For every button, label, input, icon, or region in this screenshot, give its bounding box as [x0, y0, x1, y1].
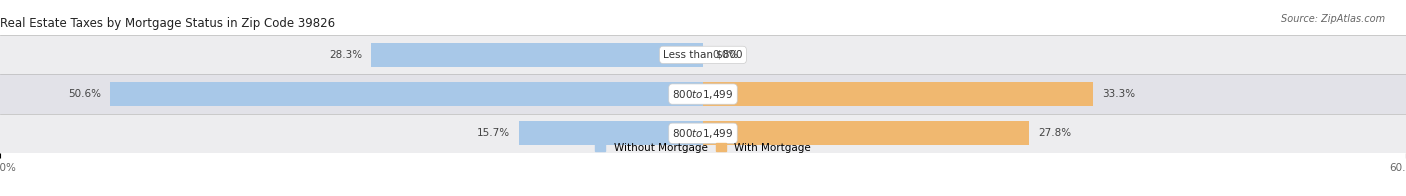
Legend: Without Mortgage, With Mortgage: Without Mortgage, With Mortgage: [591, 139, 815, 157]
Text: $800 to $1,499: $800 to $1,499: [672, 127, 734, 140]
Bar: [110, 82, 703, 106]
Text: Real Estate Taxes by Mortgage Status in Zip Code 39826: Real Estate Taxes by Mortgage Status in …: [0, 17, 335, 30]
Text: 27.8%: 27.8%: [1038, 128, 1071, 138]
Bar: [0, 74, 1406, 114]
Text: Less than $800: Less than $800: [664, 50, 742, 60]
Text: 33.3%: 33.3%: [1102, 89, 1136, 99]
Bar: [703, 121, 1029, 145]
Bar: [0, 35, 1406, 74]
Text: 50.6%: 50.6%: [67, 89, 101, 99]
Text: 0.0%: 0.0%: [713, 50, 738, 60]
Text: $800 to $1,499: $800 to $1,499: [672, 88, 734, 101]
Text: 28.3%: 28.3%: [329, 50, 363, 60]
Bar: [703, 82, 1094, 106]
Bar: [0, 114, 1406, 153]
Text: 15.7%: 15.7%: [477, 128, 510, 138]
Text: Source: ZipAtlas.com: Source: ZipAtlas.com: [1281, 14, 1385, 24]
Bar: [371, 43, 703, 67]
Bar: [519, 121, 703, 145]
